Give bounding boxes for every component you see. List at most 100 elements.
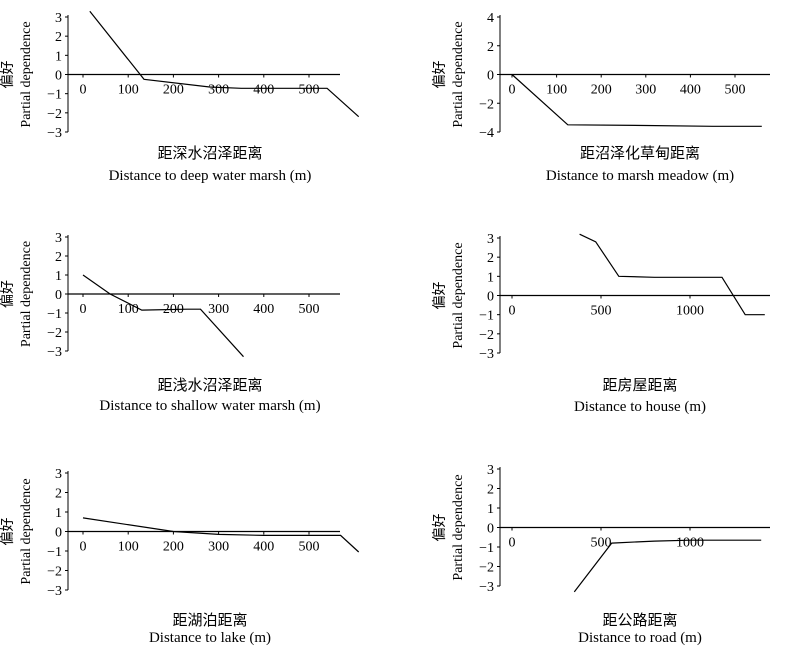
x-axis-label-cn: 距公路距离 bbox=[602, 612, 677, 629]
panel-4: 3 2 1 0 −1 −2 −3 0 500 1000 Partial dependence偏好距房… bbox=[432, 232, 770, 415]
x-axis-label: Distance to shallow water marsh (m) bbox=[99, 398, 320, 414]
x-tick-label: 200 bbox=[591, 83, 612, 98]
y-tick-label: 1 bbox=[55, 269, 62, 284]
y-axis-label-cn: 偏好 bbox=[432, 61, 448, 89]
x-axis-label-cn: 距浅水沼泽距离 bbox=[157, 377, 262, 394]
y-tick-label: 0 bbox=[487, 69, 494, 84]
panel-2: 4 2 0 −2 −4 0 100 200 300 400 500 Partial dependenc… bbox=[432, 11, 770, 184]
x-tick-label: 0 bbox=[80, 302, 87, 317]
y-tick-label: 3 bbox=[55, 11, 62, 26]
y-axis-label: Partial dependence bbox=[19, 478, 34, 584]
x-tick-label: 500 bbox=[591, 536, 612, 551]
y-tick-label: −3 bbox=[47, 584, 62, 599]
y-tick-label: 2 bbox=[487, 40, 494, 55]
y-tick-label: 3 bbox=[55, 231, 62, 246]
x-axis-label-cn: 距湖泊距离 bbox=[172, 612, 247, 629]
y-axis-label-cn: 偏好 bbox=[432, 514, 448, 542]
y-axis-label: Partial dependence bbox=[451, 242, 466, 348]
panel-6: 3 2 1 0 −1 −2 −3 0 500 1000 Partial dependence偏好距公… bbox=[432, 463, 770, 646]
x-tick-label: 1000 bbox=[676, 304, 704, 319]
x-tick-label: 0 bbox=[80, 83, 87, 98]
x-tick-label: 300 bbox=[208, 83, 229, 98]
x-axis-label: Distance to lake (m) bbox=[149, 630, 271, 646]
y-tick-label: 2 bbox=[55, 30, 62, 45]
x-axis-label: Distance to road (m) bbox=[578, 630, 702, 646]
y-tick-label: −2 bbox=[479, 328, 494, 343]
series-line bbox=[511, 74, 762, 127]
y-axis-label: Partial dependence bbox=[19, 241, 34, 347]
x-tick-label: 500 bbox=[299, 540, 320, 555]
y-tick-label: 3 bbox=[487, 232, 494, 247]
y-axis-label: Partial dependence bbox=[451, 474, 466, 580]
y-tick-label: −2 bbox=[47, 326, 62, 341]
y-tick-label: 1 bbox=[55, 506, 62, 521]
y-tick-label: 2 bbox=[55, 250, 62, 265]
x-axis-label-cn: 距沼泽化草甸距离 bbox=[580, 145, 700, 162]
panel-5: 3 2 1 0 −1 −2 −3 0 100 200 300 400 500 Partial depend… bbox=[0, 467, 360, 646]
y-tick-label: −3 bbox=[47, 126, 62, 141]
y-tick-label: 2 bbox=[487, 483, 494, 498]
x-tick-label: 500 bbox=[299, 302, 320, 317]
x-tick-label: 0 bbox=[509, 83, 516, 98]
y-tick-label: 0 bbox=[487, 290, 494, 305]
x-tick-label: 500 bbox=[591, 304, 612, 319]
y-tick-label: 0 bbox=[55, 526, 62, 541]
series-line bbox=[573, 539, 762, 593]
y-tick-label: 1 bbox=[487, 270, 494, 285]
x-tick-label: 200 bbox=[163, 83, 184, 98]
x-tick-label: 300 bbox=[635, 83, 656, 98]
x-axis-label: Distance to marsh meadow (m) bbox=[546, 168, 734, 184]
x-tick-label: 400 bbox=[253, 302, 274, 317]
y-tick-label: 3 bbox=[55, 467, 62, 482]
x-tick-label: 1000 bbox=[676, 536, 704, 551]
y-tick-label: 0 bbox=[487, 522, 494, 537]
x-axis-label: Distance to deep water marsh (m) bbox=[109, 168, 312, 184]
y-axis-label-cn: 偏好 bbox=[0, 518, 16, 546]
y-tick-label: 2 bbox=[55, 487, 62, 502]
y-tick-label: 0 bbox=[55, 288, 62, 303]
panel-1: 3 2 1 0 −1 −2 −3 0 100 200 300 400 500 Partial depend… bbox=[0, 10, 360, 184]
y-axis-label-cn: 偏好 bbox=[0, 61, 16, 89]
y-tick-label: −3 bbox=[479, 347, 494, 362]
y-tick-label: 3 bbox=[487, 463, 494, 478]
x-tick-label: 500 bbox=[299, 83, 320, 98]
y-tick-label: −2 bbox=[47, 107, 62, 122]
y-tick-label: −2 bbox=[47, 565, 62, 580]
x-tick-label: 200 bbox=[163, 540, 184, 555]
x-axis-label-cn: 距房屋距离 bbox=[602, 377, 677, 394]
x-tick-label: 0 bbox=[80, 540, 87, 555]
y-tick-label: 0 bbox=[55, 69, 62, 84]
x-tick-label: 100 bbox=[118, 83, 139, 98]
y-tick-label: −1 bbox=[47, 545, 62, 560]
series-line bbox=[82, 517, 360, 553]
x-axis-label-cn: 距深水沼泽距离 bbox=[157, 145, 262, 162]
x-axis-label: Distance to house (m) bbox=[574, 399, 706, 415]
y-axis-label-cn: 偏好 bbox=[432, 282, 448, 310]
y-axis-label: Partial dependence bbox=[19, 21, 34, 127]
y-tick-label: −4 bbox=[479, 126, 494, 141]
y-tick-label: −1 bbox=[479, 541, 494, 556]
y-tick-label: −2 bbox=[479, 97, 494, 112]
x-tick-label: 0 bbox=[509, 536, 516, 551]
y-tick-label: −1 bbox=[47, 88, 62, 103]
series-line bbox=[579, 233, 765, 316]
series-line bbox=[89, 10, 360, 118]
y-tick-label: −2 bbox=[479, 561, 494, 576]
series-line bbox=[82, 274, 244, 358]
y-tick-label: −1 bbox=[479, 309, 494, 324]
y-tick-label: 1 bbox=[487, 502, 494, 517]
y-tick-label: 2 bbox=[487, 251, 494, 266]
x-tick-label: 500 bbox=[725, 83, 746, 98]
x-tick-label: 400 bbox=[680, 83, 701, 98]
y-axis-label-cn: 偏好 bbox=[0, 280, 16, 308]
y-axis-label: Partial dependence bbox=[451, 21, 466, 127]
y-tick-label: 4 bbox=[487, 11, 494, 26]
y-tick-label: −1 bbox=[47, 307, 62, 322]
x-tick-label: 300 bbox=[208, 540, 229, 555]
x-tick-label: 100 bbox=[118, 302, 139, 317]
x-tick-label: 400 bbox=[253, 540, 274, 555]
x-tick-label: 400 bbox=[253, 83, 274, 98]
